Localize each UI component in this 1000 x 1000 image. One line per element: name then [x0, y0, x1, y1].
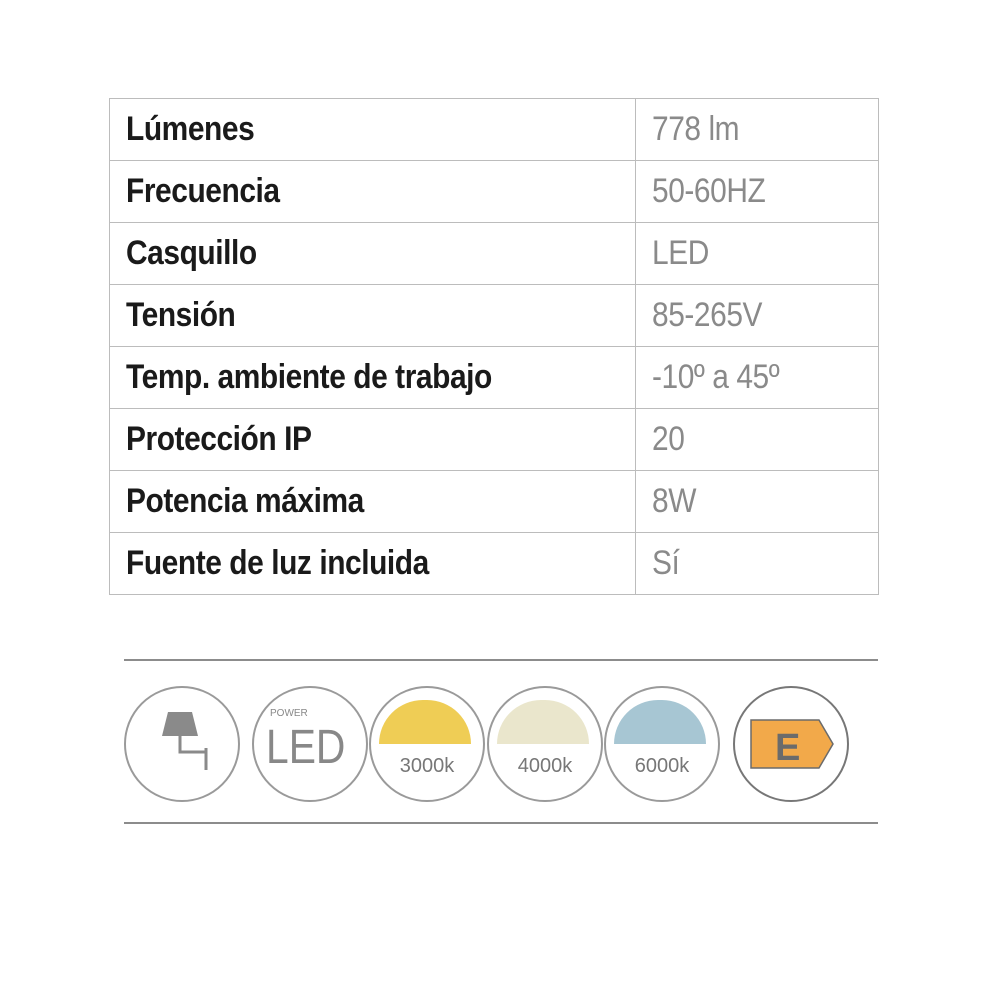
- light-dome-icon: [614, 700, 706, 744]
- color-temp-3000k-icon: 3000k: [369, 686, 485, 802]
- spec-label: Frecuencia: [126, 172, 280, 210]
- spec-label: Protección IP: [126, 420, 312, 458]
- spec-value: 20: [652, 420, 685, 458]
- spec-label: Temp. ambiente de trabajo: [126, 358, 492, 396]
- spec-value: 50-60HZ: [652, 172, 766, 210]
- led-label: LED: [266, 721, 346, 774]
- spec-row: Frecuencia 50-60HZ: [109, 160, 879, 223]
- spec-value: -10º a 45º: [652, 358, 780, 396]
- spec-value: 8W: [652, 482, 696, 520]
- spec-label: Fuente de luz incluida: [126, 544, 429, 582]
- divider-top: [124, 659, 878, 661]
- spec-label: Lúmenes: [126, 110, 255, 148]
- energy-class-icon: E: [733, 686, 849, 802]
- color-temp-label: 4000k: [517, 755, 573, 777]
- spec-value: 85-265V: [652, 296, 763, 334]
- power-led-icon: POWER LED: [252, 686, 368, 802]
- divider-bottom: [124, 822, 878, 824]
- spec-row: Casquillo LED: [109, 222, 879, 285]
- spec-row: Lúmenes 778 lm: [109, 98, 879, 161]
- color-temp-6000k-icon: 6000k: [604, 686, 720, 802]
- energy-class-label: E: [775, 727, 800, 769]
- spec-row: Potencia máxima 8W: [109, 470, 879, 533]
- spec-value: 778 lm: [652, 110, 740, 148]
- color-temp-label: 6000k: [634, 755, 690, 777]
- spec-value: LED: [652, 234, 709, 272]
- spec-label: Casquillo: [126, 234, 257, 272]
- spec-row: Tensión 85-265V: [109, 284, 879, 347]
- power-label: POWER: [270, 708, 308, 719]
- color-temp-label: 3000k: [399, 755, 455, 777]
- specs-table: Lúmenes 778 lm Frecuencia 50-60HZ Casquillo L…: [109, 98, 879, 595]
- spec-label: Potencia máxima: [126, 482, 364, 520]
- light-dome-icon: [497, 700, 589, 744]
- spec-value: Sí: [652, 544, 680, 582]
- spec-row: Temp. ambiente de trabajo -10º a 45º: [109, 346, 879, 409]
- color-temp-4000k-icon: 4000k: [487, 686, 603, 802]
- wall-lamp-icon: [124, 686, 240, 802]
- spec-row: Protección IP 20: [109, 408, 879, 471]
- spec-label: Tensión: [126, 296, 236, 334]
- spec-row: Fuente de luz incluida Sí: [109, 532, 879, 595]
- light-dome-icon: [379, 700, 471, 744]
